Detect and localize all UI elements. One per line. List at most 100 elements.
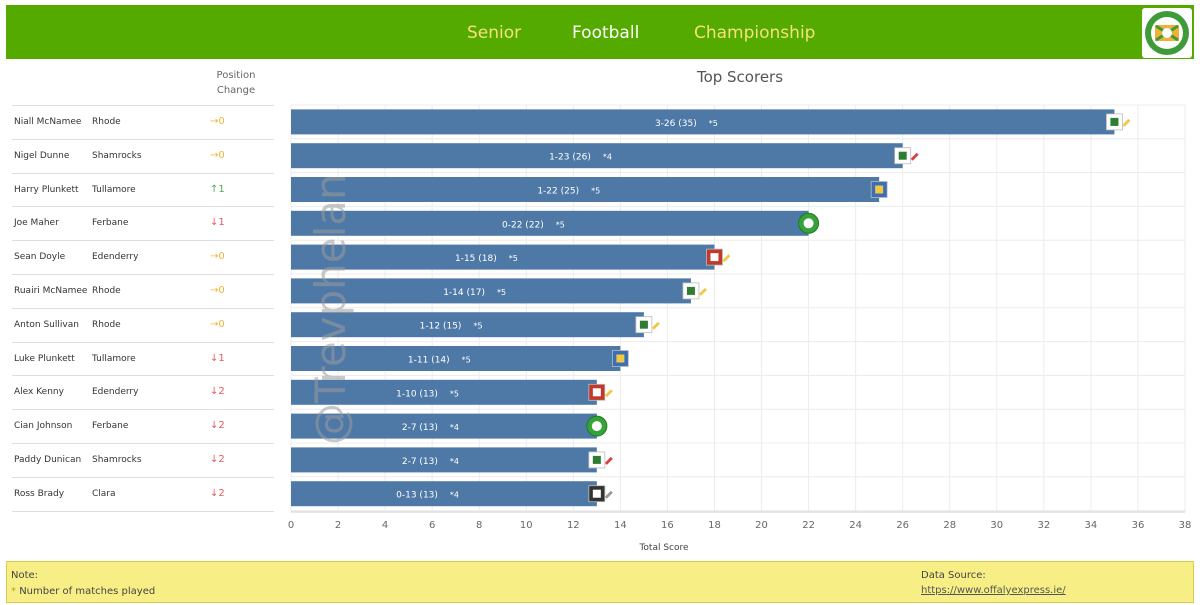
shamrocks-crest-icon bbox=[592, 455, 601, 464]
x-tick-label: 6 bbox=[429, 520, 435, 531]
player-name: Harry Plunkett bbox=[14, 184, 79, 195]
player-name: Anton Sullivan bbox=[14, 319, 79, 330]
row-divider bbox=[12, 206, 274, 208]
x-tick-label: 2 bbox=[335, 520, 341, 531]
tullamore-crest-icon bbox=[628, 355, 637, 364]
player-club: Shamrocks bbox=[92, 150, 142, 161]
x-tick-label: 18 bbox=[708, 520, 721, 531]
position-change: →0 bbox=[210, 318, 225, 330]
ferbane-crest-icon bbox=[803, 218, 814, 229]
edenderry-crest-icon bbox=[604, 389, 613, 398]
rhode-crest-icon bbox=[651, 321, 660, 330]
bar-matches-label: *5 bbox=[473, 322, 482, 331]
title-football: Football bbox=[572, 23, 640, 43]
player-name: Luke Plunkett bbox=[14, 353, 75, 364]
player-name: Niall McNamee bbox=[14, 116, 82, 127]
x-axis-label: Total Score bbox=[638, 543, 689, 553]
edenderry-crest-icon bbox=[722, 254, 731, 263]
player-club: Rhode bbox=[92, 319, 121, 330]
bar-matches-label: *5 bbox=[462, 356, 471, 365]
bar-matches-label: *5 bbox=[497, 288, 506, 297]
source-heading: Data Source: bbox=[921, 570, 986, 581]
title-senior: Senior bbox=[467, 23, 522, 43]
row-divider bbox=[12, 307, 274, 309]
row-divider bbox=[12, 443, 274, 444]
x-tick-label: 26 bbox=[896, 520, 909, 531]
row-divider bbox=[12, 274, 274, 275]
row-divider bbox=[12, 476, 274, 478]
x-tick-label: 34 bbox=[1085, 520, 1098, 531]
position-change-header: Position Change bbox=[216, 70, 256, 96]
bar-score-label: 1-22 (25) bbox=[537, 187, 579, 197]
watermark: @Trevphelan bbox=[306, 173, 355, 445]
x-tick-label: 38 bbox=[1179, 520, 1192, 531]
bar bbox=[291, 177, 880, 202]
clara-crest-icon bbox=[592, 489, 601, 498]
player-name: Nigel Dunne bbox=[14, 150, 70, 161]
bar-matches-label: *4 bbox=[450, 423, 459, 432]
bar bbox=[291, 210, 809, 236]
x-tick-label: 36 bbox=[1132, 520, 1145, 531]
source-link[interactable]: https://www.offalyexpress.ie/ bbox=[921, 585, 1066, 596]
bar-score-label: 1-10 (13) bbox=[396, 389, 438, 399]
rhode-crest-icon bbox=[1110, 117, 1119, 126]
title-championship: Championship bbox=[694, 23, 816, 43]
shamrocks-crest-icon bbox=[898, 151, 907, 160]
player-club: Edenderry bbox=[92, 387, 139, 398]
bar-score-label: 1-14 (17) bbox=[443, 288, 485, 298]
chart-title: Top Scorers bbox=[696, 68, 784, 86]
bar-score-label: 3-26 (35) bbox=[655, 119, 697, 129]
position-change: ↓2 bbox=[210, 420, 225, 432]
position-change: ↓2 bbox=[210, 386, 225, 398]
edenderry-crest-icon bbox=[710, 253, 719, 262]
player-name: Alex Kenny bbox=[14, 387, 64, 398]
bar bbox=[291, 244, 715, 270]
position-change: →0 bbox=[210, 251, 225, 263]
bar-score-label: 0-13 (13) bbox=[396, 491, 438, 501]
player-name: Ruairi McNamee bbox=[14, 285, 88, 296]
rhode-crest-icon bbox=[639, 320, 648, 329]
tullamore-crest-icon bbox=[887, 186, 896, 195]
position-change: ↓1 bbox=[210, 352, 225, 364]
tullamore-crest-icon bbox=[616, 354, 625, 363]
player-club: Edenderry bbox=[92, 252, 139, 263]
position-change: ↓1 bbox=[210, 217, 225, 229]
x-tick-label: 14 bbox=[614, 520, 627, 531]
edenderry-crest-icon bbox=[592, 388, 601, 397]
tullamore-crest-icon bbox=[875, 185, 884, 194]
bar-score-label: 1-11 (14) bbox=[408, 356, 450, 366]
row-divider bbox=[12, 138, 274, 140]
bar bbox=[291, 312, 644, 338]
bar-matches-label: *5 bbox=[709, 119, 718, 128]
bar bbox=[291, 447, 597, 473]
note-text: Number of matches played bbox=[19, 586, 156, 597]
x-tick-label: 10 bbox=[520, 520, 533, 531]
bar-score-label: 1-23 (26) bbox=[549, 153, 591, 163]
bar-score-label: 1-15 (18) bbox=[455, 254, 497, 264]
bar-score-label: 0-22 (22) bbox=[502, 220, 544, 230]
bar-score-label: 2-7 (13) bbox=[402, 423, 438, 433]
note-line: * Number of matches played bbox=[11, 585, 155, 598]
x-tick-label: 8 bbox=[476, 520, 482, 531]
offaly-gaa-crest-icon bbox=[1142, 8, 1192, 58]
bar-matches-label: *4 bbox=[603, 153, 612, 162]
position-change: ↑1 bbox=[210, 183, 225, 195]
x-tick-label: 32 bbox=[1037, 520, 1050, 531]
bar-matches-label: *5 bbox=[556, 220, 565, 229]
bar-matches-label: *5 bbox=[450, 389, 459, 398]
rhode-crest-icon bbox=[686, 286, 695, 295]
note-heading: Note: bbox=[11, 570, 39, 581]
player-club: Shamrocks bbox=[92, 454, 142, 465]
bar-matches-label: *5 bbox=[591, 187, 600, 196]
row-divider bbox=[12, 240, 274, 242]
row-divider bbox=[12, 375, 274, 377]
position-change: →0 bbox=[210, 149, 225, 161]
row-divider bbox=[12, 510, 274, 512]
bar bbox=[291, 143, 903, 169]
bar bbox=[291, 346, 621, 371]
row-divider bbox=[12, 172, 274, 174]
x-tick-label: 0 bbox=[288, 520, 294, 531]
shamrocks-crest-icon bbox=[910, 152, 919, 161]
player-club: Rhode bbox=[92, 285, 121, 296]
row-divider bbox=[12, 341, 274, 343]
